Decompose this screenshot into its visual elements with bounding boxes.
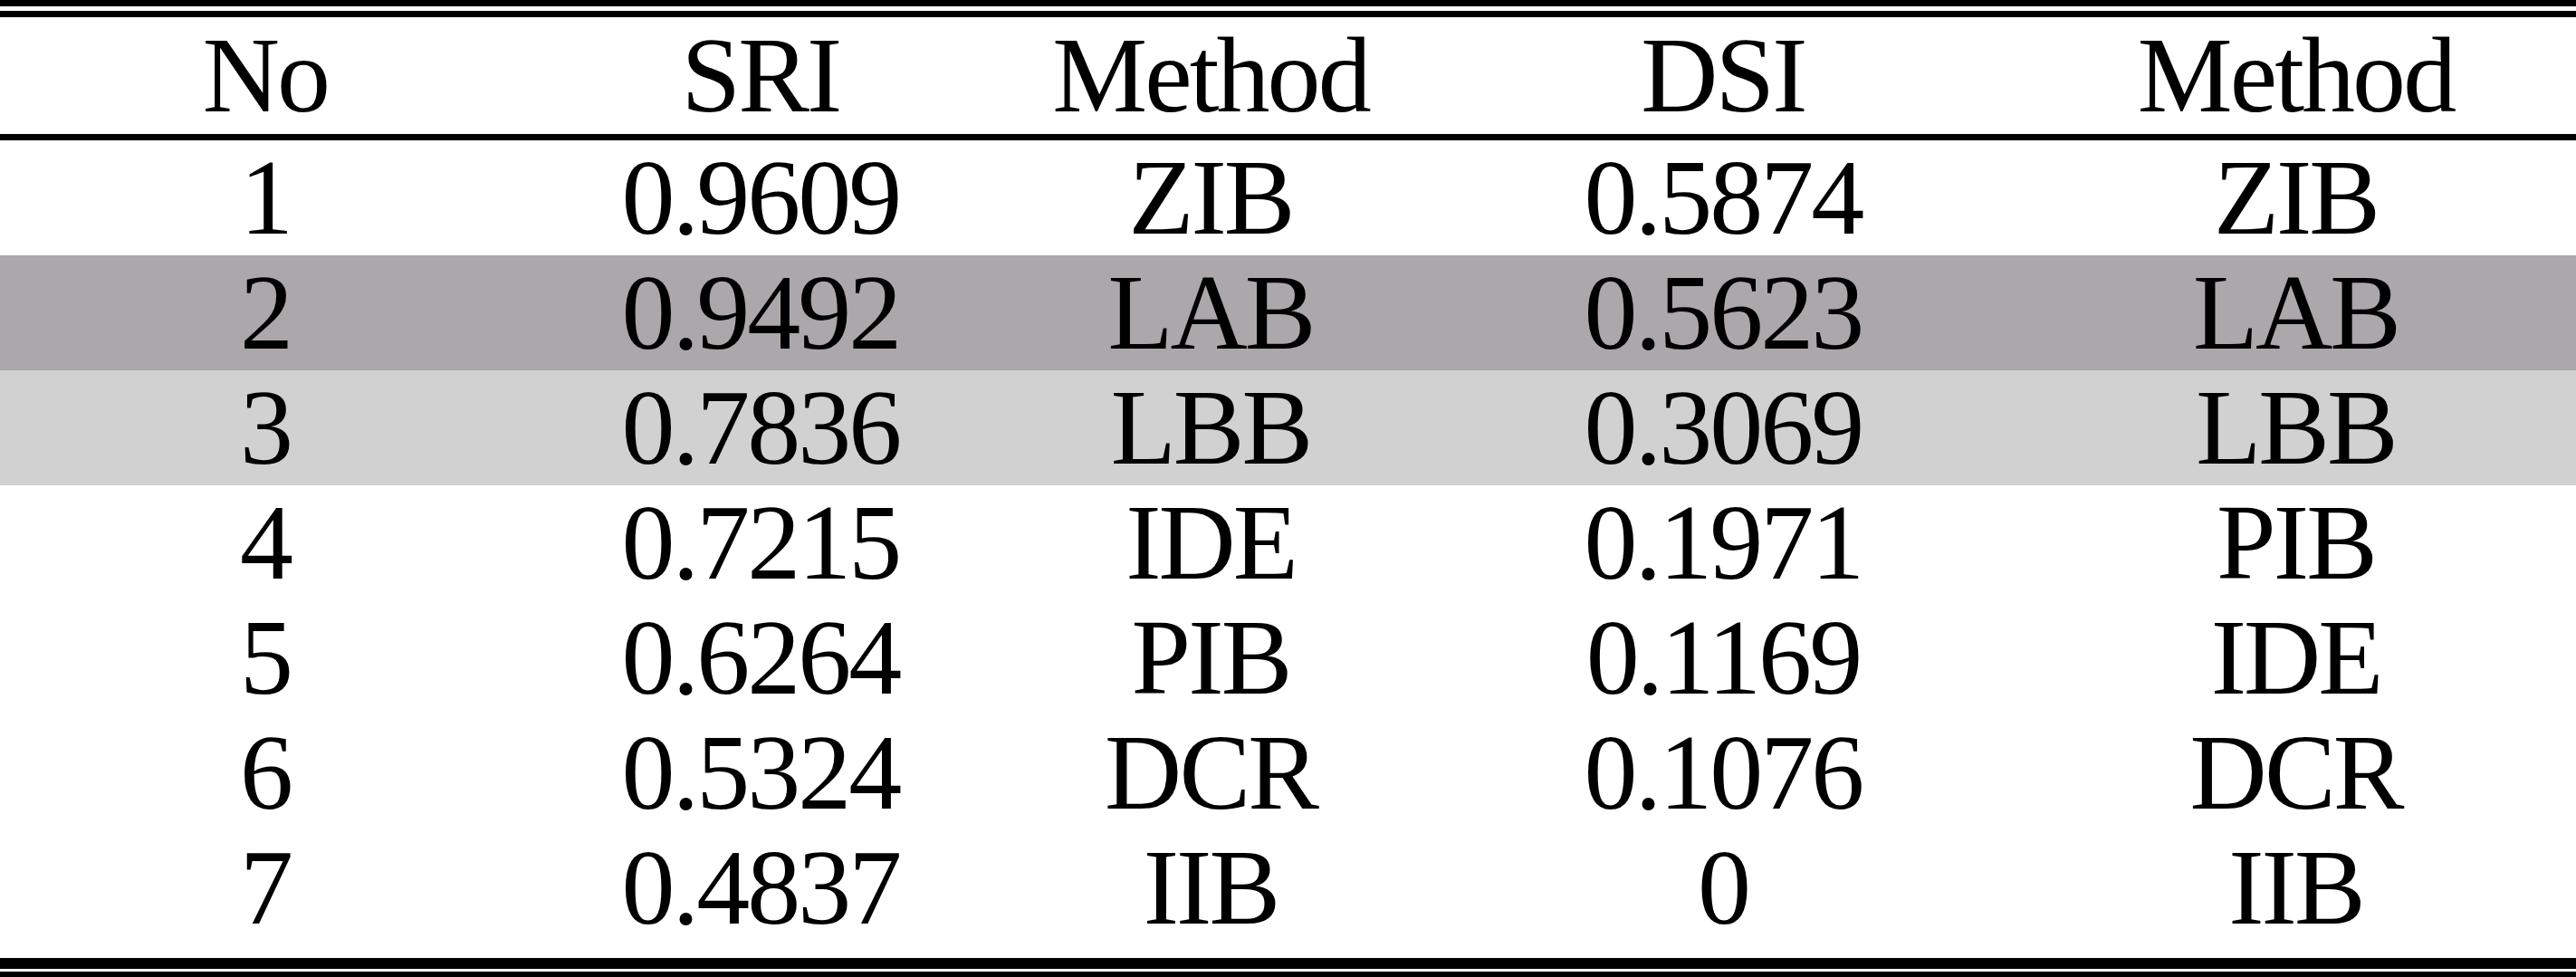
cell-no: 6: [0, 715, 531, 830]
cell-dsi-method: PIB: [2016, 485, 2576, 600]
cell-sri-method: LBB: [991, 370, 1431, 485]
table-row: 20.9492LAB0.5623LAB: [0, 255, 2576, 370]
cell-sri-method: IIB: [991, 830, 1431, 945]
bottom-strip: [0, 945, 2576, 958]
table-row: 40.7215IDE0.1971PIB: [0, 485, 2576, 600]
cell-dsi: 0.3069: [1431, 370, 2016, 485]
cell-sri: 0.7215: [531, 485, 991, 600]
cell-no: 5: [0, 600, 531, 715]
table-row: 70.4837IIB0IIB: [0, 830, 2576, 945]
cell-sri-method: LAB: [991, 255, 1431, 370]
cell-sri: 0.4837: [531, 830, 991, 945]
cell-dsi: 0.1076: [1431, 715, 2016, 830]
cell-dsi-method: ZIB: [2016, 140, 2576, 255]
cell-sri-method: PIB: [991, 600, 1431, 715]
cell-no: 2: [0, 255, 531, 370]
cell-dsi: 0.5623: [1431, 255, 2016, 370]
table-header-row: No SRI Method DSI Method: [0, 17, 2576, 134]
top-rule-outer: [0, 0, 2576, 6]
table-row: 60.5324DCR0.1076DCR: [0, 715, 2576, 830]
cell-no: 3: [0, 370, 531, 485]
header-dsi-method: Method: [2016, 17, 2576, 134]
cell-no: 4: [0, 485, 531, 600]
cell-sri: 0.7836: [531, 370, 991, 485]
cell-dsi: 0.5874: [1431, 140, 2016, 255]
cell-sri: 0.9492: [531, 255, 991, 370]
cell-sri-method: ZIB: [991, 140, 1431, 255]
paper-table-figure: No SRI Method DSI Method 10.9609ZIB0.587…: [0, 0, 2576, 977]
cell-no: 1: [0, 140, 531, 255]
cell-dsi: 0.1169: [1431, 600, 2016, 715]
cell-dsi: 0.1971: [1431, 485, 2016, 600]
header-no: No: [0, 17, 531, 134]
table-row: 10.9609ZIB0.5874ZIB: [0, 140, 2576, 255]
table-body: 10.9609ZIB0.5874ZIB20.9492LAB0.5623LAB30…: [0, 140, 2576, 945]
cell-dsi-method: IIB: [2016, 830, 2576, 945]
cell-sri: 0.6264: [531, 600, 991, 715]
table-row: 50.6264PIB0.1169IDE: [0, 600, 2576, 715]
cell-dsi-method: DCR: [2016, 715, 2576, 830]
cell-dsi-method: IDE: [2016, 600, 2576, 715]
cell-sri: 0.9609: [531, 140, 991, 255]
cell-dsi-method: LAB: [2016, 255, 2576, 370]
cell-dsi: 0: [1431, 830, 2016, 945]
header-dsi: DSI: [1431, 17, 2016, 134]
table-row: 30.7836LBB0.3069LBB: [0, 370, 2576, 485]
bottom-rule-thin: [0, 972, 2576, 977]
header-sri: SRI: [531, 17, 991, 134]
cell-sri-method: IDE: [991, 485, 1431, 600]
cell-sri-method: DCR: [991, 715, 1431, 830]
cell-sri: 0.5324: [531, 715, 991, 830]
header-sri-method: Method: [991, 17, 1431, 134]
cell-dsi-method: LBB: [2016, 370, 2576, 485]
cell-no: 7: [0, 830, 531, 945]
bottom-rule-thick: [0, 958, 2576, 969]
